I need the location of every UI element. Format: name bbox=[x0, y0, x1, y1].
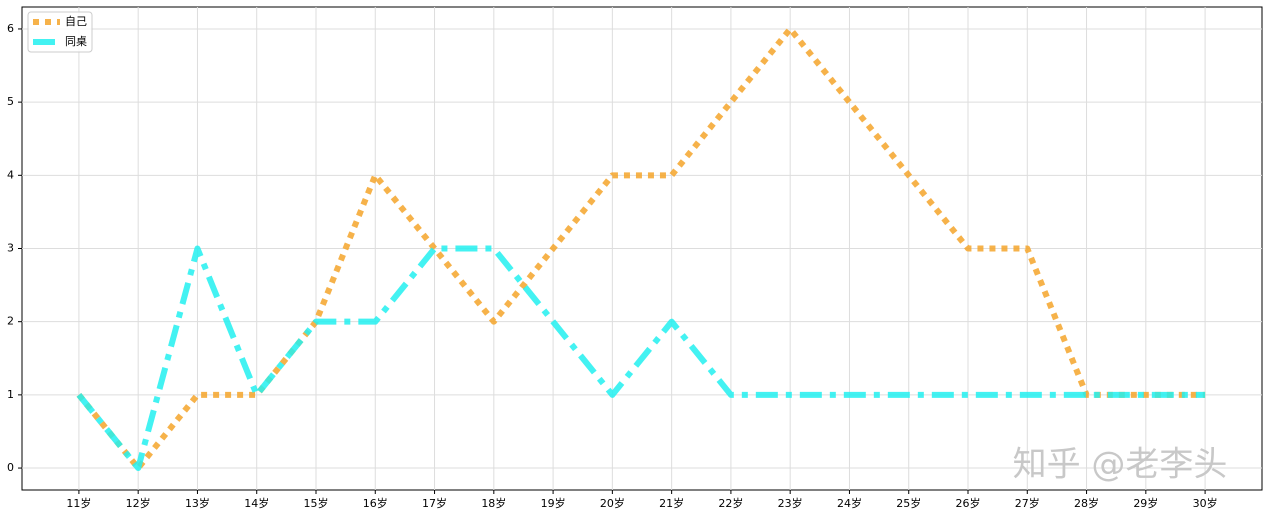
y-tick-label: 6 bbox=[7, 22, 14, 35]
watermark: 知乎 @老李头 bbox=[1013, 445, 1228, 485]
x-tick-label: 21岁 bbox=[659, 496, 684, 510]
x-tick-label: 27岁 bbox=[1015, 496, 1040, 510]
x-tick-label: 29岁 bbox=[1133, 496, 1158, 510]
series-line bbox=[76, 245, 1206, 472]
x-tick-label: 12岁 bbox=[126, 496, 151, 510]
x-tick-label: 15岁 bbox=[303, 496, 328, 510]
y-tick-label: 1 bbox=[7, 388, 14, 401]
x-tick-label: 20岁 bbox=[600, 496, 625, 510]
x-tick-label: 23岁 bbox=[778, 496, 803, 510]
x-tick-label: 24岁 bbox=[837, 496, 862, 510]
legend-label: 同桌 bbox=[65, 35, 87, 48]
x-tick-label: 16岁 bbox=[363, 496, 388, 510]
legend-label: 自己 bbox=[65, 15, 87, 28]
x-tick-label: 11岁 bbox=[66, 496, 91, 510]
y-tick-label: 2 bbox=[7, 315, 14, 328]
x-tick-label: 17岁 bbox=[422, 496, 447, 510]
y-tick-label: 3 bbox=[7, 242, 14, 255]
y-tick-label: 5 bbox=[7, 95, 14, 108]
x-tick-label: 19岁 bbox=[541, 496, 566, 510]
x-tick-label: 28岁 bbox=[1074, 496, 1099, 510]
x-tick-label: 14岁 bbox=[244, 496, 269, 510]
x-tick-label: 22岁 bbox=[718, 496, 743, 510]
series-line bbox=[76, 25, 1206, 472]
x-tick-label: 13岁 bbox=[185, 496, 210, 510]
x-tick-label: 25岁 bbox=[896, 496, 921, 510]
x-tick-label: 30岁 bbox=[1193, 496, 1218, 510]
x-tick-label: 26岁 bbox=[956, 496, 981, 510]
x-tick-label: 18岁 bbox=[481, 496, 506, 510]
y-tick-label: 4 bbox=[7, 168, 14, 181]
y-tick-label: 0 bbox=[7, 461, 14, 474]
layer: 0 1 2 3 4 5 6 11岁 12岁 13岁 14岁 15岁 16岁 17岁 18岁 19岁 20岁 21岁… bbox=[7, 11, 1218, 510]
